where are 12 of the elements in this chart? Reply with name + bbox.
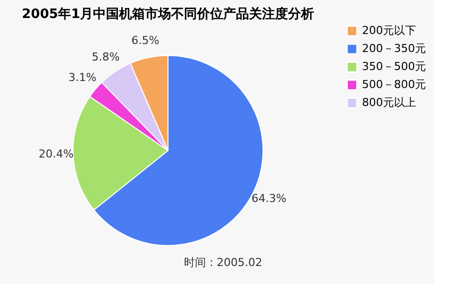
legend-label: 350－500元 <box>362 60 426 73</box>
legend-label: 200－350元 <box>362 42 426 55</box>
data-label: 3.1% <box>68 71 96 84</box>
legend-label: 200元以下 <box>362 24 416 37</box>
legend-label: 800元以上 <box>362 96 416 109</box>
data-label: 5.8% <box>92 50 120 64</box>
data-label: 6.5% <box>131 34 160 47</box>
data-label: 20.4% <box>38 148 74 161</box>
data-label: 64.3% <box>252 192 286 205</box>
legend-label: 500－800元 <box>362 78 426 91</box>
chart-title: 2005年1月中国机箱市场不同价位产品关注度分析 <box>22 6 314 22</box>
text: 时间：2005.02 <box>184 256 262 269</box>
